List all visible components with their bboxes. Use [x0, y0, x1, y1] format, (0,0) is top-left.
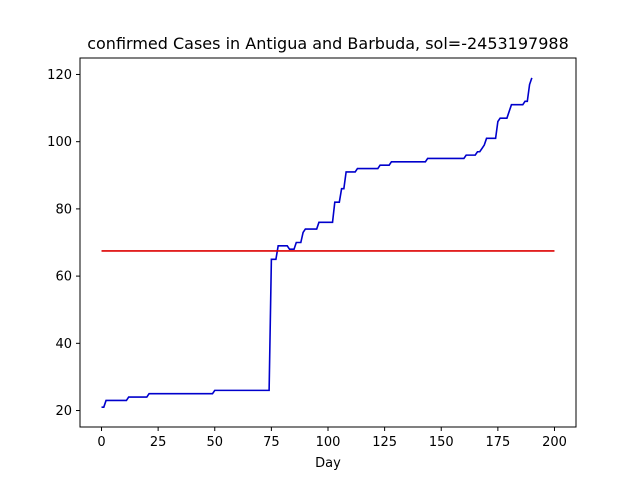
chart-title: confirmed Cases in Antigua and Barbuda, …: [87, 34, 569, 53]
x-tick-label: 175: [485, 435, 510, 450]
plot-area: [101, 77, 555, 408]
y-axis-ticks: 20 40 60 80 100 120: [47, 68, 80, 419]
x-tick-label: 125: [372, 435, 397, 450]
x-axis-label: Day: [315, 456, 341, 471]
x-axis-ticks: 0 25 50 75 100 125 150 175 200: [97, 427, 567, 450]
x-tick-label: 50: [206, 435, 223, 450]
y-tick-label: 80: [55, 202, 72, 217]
y-tick-label: 20: [55, 404, 72, 419]
x-tick-label: 100: [316, 435, 341, 450]
x-tick-label: 0: [97, 435, 105, 450]
y-tick-label: 40: [55, 337, 72, 352]
x-tick-label: 150: [429, 435, 454, 450]
x-tick-label: 200: [542, 435, 567, 450]
y-tick-label: 60: [55, 270, 72, 285]
x-tick-label: 75: [263, 435, 280, 450]
series-line-confirmed-cases: [101, 77, 533, 408]
x-tick-label: 25: [150, 435, 167, 450]
y-tick-label: 100: [47, 135, 72, 150]
y-tick-label: 120: [47, 68, 72, 83]
